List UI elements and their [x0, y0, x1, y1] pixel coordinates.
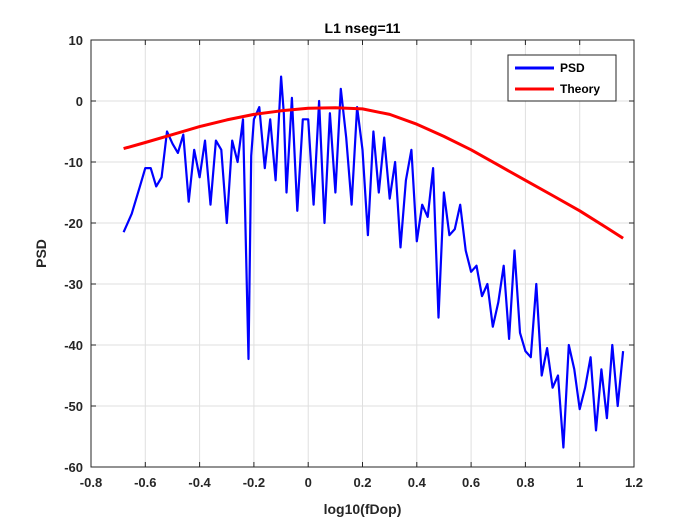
y-tick-label: -10 [64, 155, 83, 170]
x-tick-label: 0.2 [353, 475, 371, 490]
legend-psd-label: PSD [560, 61, 585, 75]
y-axis-label: PSD [33, 239, 49, 268]
ticks: -0.8 -0.6 -0.4 -0.2 0 0.2 0.4 0.6 0.8 1 1.2 10 0 -10 -… [64, 33, 643, 490]
chart-title: L1 nseg=11 [325, 20, 401, 36]
x-tick-label: -0.6 [134, 475, 156, 490]
legend-theory-label: Theory [560, 82, 600, 96]
legend-box [507, 54, 617, 102]
series-layer [122, 75, 625, 449]
x-tick-label: -0.2 [243, 475, 265, 490]
y-tick-label: 10 [69, 33, 83, 48]
series-line-theory [123, 106, 624, 240]
legend: PSD Theory [507, 54, 617, 102]
x-tick-label: -0.8 [80, 475, 102, 490]
y-tick-label: 0 [76, 94, 83, 109]
x-tick-label: 0.6 [462, 475, 480, 490]
y-tick-label: -40 [64, 338, 83, 353]
x-tick-label: 1 [576, 475, 583, 490]
series-line-psd [122, 75, 625, 449]
x-axis-label: log10(fDop) [324, 501, 402, 517]
y-tick-label: -50 [64, 399, 83, 414]
y-tick-label: -20 [64, 216, 83, 231]
x-tick-label: -0.4 [188, 475, 211, 490]
x-tick-label: 0 [305, 475, 312, 490]
x-tick-label: 0.4 [408, 475, 427, 490]
y-tick-label: -30 [64, 277, 83, 292]
y-tick-label: -60 [64, 460, 83, 475]
x-tick-label: 1.2 [625, 475, 643, 490]
x-tick-label: 0.8 [516, 475, 534, 490]
